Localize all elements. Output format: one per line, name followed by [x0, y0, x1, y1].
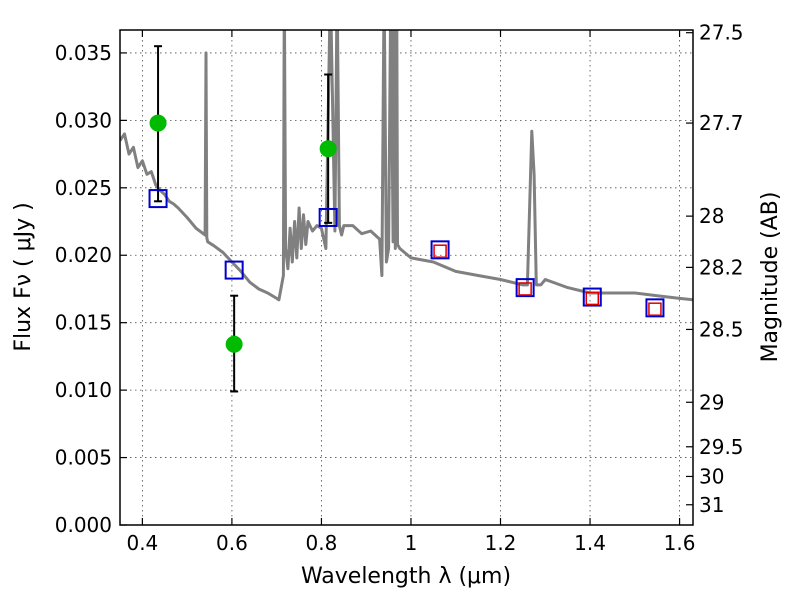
x-tick-label: 1.6	[664, 531, 696, 555]
x-axis-label: Wavelength λ (μm)	[301, 564, 511, 589]
y2-axis-label: Magnitude (AB)	[758, 192, 783, 363]
y2-tick-label: 28.2	[699, 255, 744, 279]
y-tick-label: 0.025	[55, 176, 112, 200]
model-band-marker	[582, 287, 602, 307]
y-axis-label: Flux Fν ( μJy )	[11, 202, 36, 351]
observed-square-marker	[518, 282, 532, 296]
x-tick-label: 1.2	[485, 531, 517, 555]
y2-tick-label: 29	[699, 390, 724, 414]
y-tick-label: 0.010	[55, 378, 112, 402]
observed-point	[319, 140, 337, 158]
observed-square-marker	[433, 244, 447, 258]
x-tick-label: 1	[405, 531, 418, 555]
model-band-marker	[224, 260, 244, 280]
observed-point	[225, 335, 243, 353]
observed-square-marker	[648, 302, 662, 316]
y-tick-label: 0.000	[55, 513, 112, 537]
y-tick-label: 0.035	[55, 41, 112, 65]
plot-area	[120, 30, 693, 393]
y-tick-label: 0.030	[55, 108, 112, 132]
y2-tick-label: 28	[699, 204, 724, 228]
model-band-marker	[515, 278, 535, 298]
model-band-marker	[148, 189, 168, 209]
y-tick-label: 0.015	[55, 311, 112, 335]
marks-layer	[148, 45, 665, 393]
ticks-layer: 0.4 0.6 0.8 1 1.2 1.4 1.6 0.000 0.005 0.010 0.015 0…	[55, 21, 744, 555]
x-tick-label: 0.8	[306, 531, 338, 555]
y2-tick-label: 30	[699, 464, 724, 488]
model-band-marker	[645, 298, 665, 318]
x-tick-label: 1.4	[574, 531, 606, 555]
plot-frame	[119, 29, 694, 526]
y2-tick-label: 31	[699, 493, 724, 517]
y2-tick-label: 27.5	[699, 21, 744, 45]
observed-square-marker	[585, 291, 600, 306]
y2-tick-label: 27.7	[699, 111, 744, 135]
x-tick-label: 0.6	[216, 531, 248, 555]
model-band-marker	[430, 240, 450, 260]
y-tick-label: 0.020	[55, 243, 112, 267]
y-tick-label: 0.005	[55, 446, 112, 470]
model-spectrum-line	[120, 30, 693, 302]
x-tick-label: 0.4	[126, 531, 158, 555]
y2-tick-label: 28.5	[699, 317, 744, 341]
y2-tick-label: 29.5	[699, 435, 744, 459]
model-band-marker	[318, 207, 338, 227]
observed-point	[149, 114, 167, 132]
